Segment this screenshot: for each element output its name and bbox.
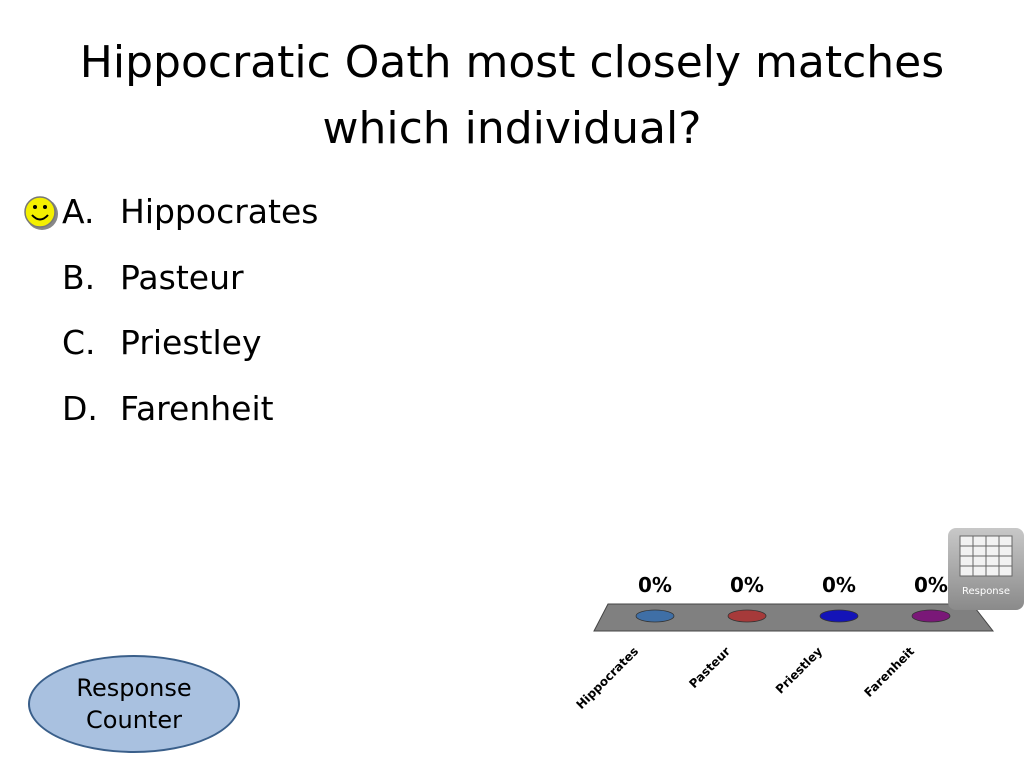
- bar-top: [635, 609, 675, 623]
- option-text: Priestley: [120, 323, 262, 362]
- smiley-eye: [33, 205, 37, 209]
- smiley-mouth: [31, 214, 49, 221]
- value-label: 0%: [638, 573, 672, 597]
- category-label: Priestley: [773, 644, 825, 696]
- response-counter[interactable]: Response Counter: [28, 655, 240, 753]
- value-label: 0%: [730, 573, 764, 597]
- option-text: Farenheit: [120, 388, 274, 428]
- option-letter: C.: [62, 323, 96, 362]
- bar-top: [911, 609, 951, 623]
- smiley: [24, 196, 56, 228]
- option-text: Hippocrates: [120, 192, 319, 231]
- option-letter: D.: [62, 388, 98, 428]
- slide-title: Hippocratic Oath most closely matches wh…: [79, 37, 945, 154]
- response-button[interactable]: Response: [948, 528, 1024, 610]
- grid-icon: [959, 535, 1013, 577]
- category-label: Pasteur: [686, 644, 733, 691]
- smiley-eye: [43, 205, 47, 209]
- option-text: Pasteur: [120, 257, 244, 297]
- option-letter: B.: [62, 257, 96, 297]
- category-label: Hippocrates: [573, 644, 641, 712]
- value-label: 0%: [914, 573, 948, 597]
- category-label: Farenheit: [861, 644, 917, 700]
- option-letter: A.: [62, 192, 95, 231]
- value-label: 0%: [822, 573, 856, 597]
- response-button-label: Response: [961, 586, 1011, 597]
- bar-top: [727, 609, 767, 623]
- chart-floor: [593, 603, 995, 632]
- bar-top: [819, 609, 859, 623]
